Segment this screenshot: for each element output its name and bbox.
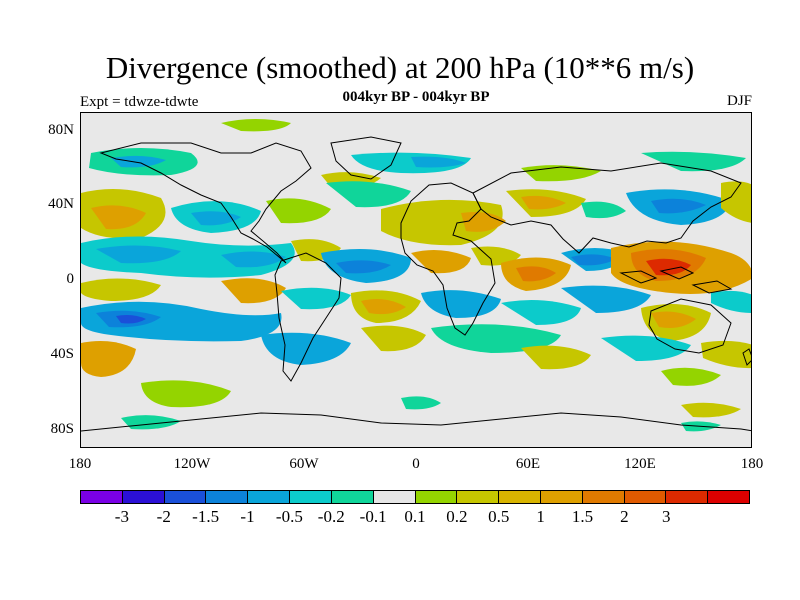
colorbar-swatch [122,491,165,503]
map-panel [80,112,752,448]
colorbar-label: 0.1 [404,507,426,526]
colorbar-label: 1.5 [571,507,594,526]
field-blob [681,402,741,418]
colorbar-label: -1.5 [192,507,220,526]
colorbar-swatch [164,491,207,503]
field-blob [361,299,406,315]
lon-label-60e: 60E [515,456,541,472]
lon-label-60w: 60W [289,456,319,472]
colorbar-label: 1 [536,507,545,526]
colorbar-swatch [457,491,500,503]
colorbar-label: -0.2 [317,507,345,526]
lat-label-80s: 80S [50,421,74,437]
field-blob [521,195,566,210]
colorbar-swatch [540,491,583,503]
field-blob [521,345,591,370]
colorbar-label: -1 [240,507,255,526]
field-blob [421,290,501,318]
field-blob [601,335,691,361]
field-blob [641,151,746,172]
field-blob [501,299,581,325]
field-blob [411,156,466,168]
field-blob [111,155,166,168]
field-blob [411,249,471,274]
colorbar-swatch [373,491,416,503]
lat-label-40s: 40S [50,346,74,362]
colorbar-label: 0.2 [446,507,468,526]
field-blob [471,246,521,266]
field-blob [261,332,351,365]
colorbar-label: -3 [114,507,129,526]
field-blob [431,324,561,353]
field-blob [651,311,696,328]
field-blob [661,367,721,386]
colorbar-swatch [206,491,249,503]
colorbar-swatch [248,491,291,503]
colorbar-label: 3 [662,507,671,526]
coastlines [81,136,751,432]
field-blob [326,181,411,208]
divergence-map [81,119,751,432]
field-blob [521,165,601,182]
field-blob [281,287,351,310]
lon-label-180e: 180 [740,456,764,472]
experiment-label: Expt = tdwze-tdwte [80,94,199,110]
field-blob [91,205,146,230]
colorbar [80,490,750,504]
lat-label-40n: 40N [48,196,74,212]
field-blob [711,290,751,313]
colorbar-swatch [331,491,374,503]
season-label: DJF [726,93,752,109]
colorbar-label: 0.5 [488,507,510,526]
colorbar-swatch [415,491,458,503]
lat-label-eq: 0 [66,271,75,287]
field-blob [221,119,291,132]
colorbar-swatch [624,491,667,503]
field-blob [191,211,241,226]
colorbar-swatch [708,491,749,503]
field-blob [721,181,751,223]
divergence-field [81,119,751,432]
colorbar-swatch [499,491,541,503]
field-blob [381,199,503,246]
field-blob [701,340,751,369]
field-blob [116,315,146,324]
colorbar-swatch [81,491,123,503]
field-blob [336,260,391,274]
map-subtitle: 004kyr BP - 004kyr BP [342,89,490,105]
field-blob [266,198,331,224]
colorbar-swatch [290,491,332,503]
colorbar-label: -0.5 [275,507,303,526]
field-blob [561,285,651,313]
field-blob [141,380,231,408]
field-blob [221,278,286,304]
field-blob [651,198,706,214]
lon-label-120e: 120E [624,456,656,472]
field-blob [96,245,181,264]
lon-label-180w: 180 [68,456,92,472]
colorbar-swatch [666,491,709,503]
field-blob [81,278,161,301]
colorbar-swatch [582,491,625,503]
lon-label-0: 0 [412,456,420,472]
field-blob [581,201,626,219]
field-blob [361,325,426,352]
field-blob [571,254,616,266]
field-blob [81,341,136,377]
field-blob [461,212,506,232]
lon-label-120w: 120W [173,456,211,472]
field-blob [401,396,441,410]
field-blob [516,266,556,282]
map-title: Divergence (smoothed) at 200 hPa (10**6 … [105,50,695,85]
colorbar-label: -0.1 [359,507,387,526]
field-blob [221,251,286,268]
field-blob [646,258,691,276]
lat-label-80n: 80N [48,122,74,138]
colorbar-label: -2 [156,507,171,526]
colorbar-label: 2 [620,507,629,526]
